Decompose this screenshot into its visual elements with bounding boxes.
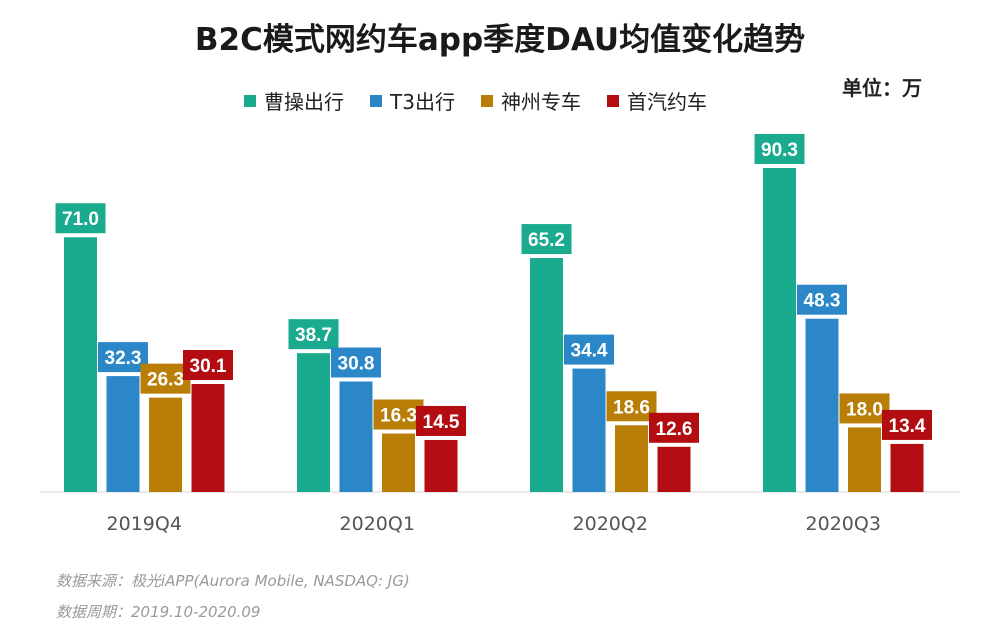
- legend-item-caocao: 曹操出行: [244, 86, 344, 115]
- value-label-box-t3-2019Q4: [98, 342, 148, 373]
- value-label-box-shenzhou-2020Q1: [373, 399, 424, 430]
- value-label-box-caocao-2019Q4: [55, 203, 106, 234]
- value-label-caocao-2020Q3: 90.3: [761, 140, 798, 161]
- data-source-note: 数据来源：极光iAPP(Aurora Mobile, NASDAQ: JG): [56, 572, 410, 590]
- value-label-t3-2019Q4: 32.3: [105, 348, 142, 369]
- value-label-box-t3-2020Q1: [331, 347, 381, 378]
- bar-caocao-2019Q4: [64, 237, 97, 492]
- value-label-shenzhou-2020Q1: 16.3: [380, 406, 417, 427]
- legend: 曹操出行 T3出行 神州专车 首汽约车: [244, 86, 707, 115]
- value-label-box-shouqi-2019Q4: [183, 350, 233, 380]
- value-label-caocao-2019Q4: 71.0: [62, 209, 99, 230]
- value-label-box-caocao-2020Q3: [754, 134, 805, 164]
- legend-label-t3: T3出行: [390, 90, 455, 114]
- bar-shouqi-2019Q4: [191, 384, 225, 492]
- value-label-shouqi-2020Q3: 13.4: [889, 416, 926, 437]
- value-label-shouqi-2019Q4: 30.1: [190, 356, 227, 377]
- bar-t3-2019Q4: [106, 376, 140, 492]
- data-period-note: 数据周期：2019.10-2020.09: [56, 603, 261, 621]
- legend-swatch-caocao: [244, 94, 256, 107]
- unit-label: 单位：万: [842, 76, 922, 100]
- value-label-t3-2020Q2: 34.4: [571, 341, 608, 362]
- x-tick-label-2020Q3: 2020Q3: [806, 513, 881, 535]
- value-label-shenzhou-2020Q3: 18.0: [846, 399, 883, 420]
- value-label-box-shouqi-2020Q3: [882, 409, 932, 440]
- value-label-t3-2020Q3: 48.3: [804, 291, 841, 312]
- x-tick-label-2019Q4: 2019Q4: [107, 513, 182, 535]
- x-tick-label-2020Q2: 2020Q2: [573, 513, 648, 535]
- value-label-t3-2020Q1: 30.8: [338, 353, 375, 374]
- bar-shouqi-2020Q2: [657, 446, 691, 492]
- value-label-shenzhou-2020Q2: 18.6: [613, 397, 650, 418]
- bar-caocao-2020Q1: [297, 353, 330, 492]
- value-label-shenzhou-2019Q4: 26.3: [147, 370, 184, 391]
- legend-label-shenzhou: 神州专车: [500, 90, 581, 114]
- value-label-box-caocao-2020Q2: [521, 224, 572, 255]
- legend-item-t3: T3出行: [370, 86, 455, 115]
- bar-chart: 71.0 32.326.3 30.1 2019Q4 38.7 30.8 16.3 14.5 20…: [40, 134, 960, 535]
- x-tick-label-2020Q1: 2020Q1: [340, 513, 415, 535]
- value-label-box-shouqi-2020Q1: [416, 405, 466, 436]
- value-label-shouqi-2020Q1: 14.5: [423, 412, 460, 433]
- value-label-box-shenzhou-2020Q3: [839, 393, 890, 424]
- bar-t3-2020Q2: [572, 368, 606, 492]
- value-label-box-shenzhou-2019Q4: [140, 363, 191, 394]
- value-label-shouqi-2020Q2: 12.6: [656, 419, 693, 440]
- bar-shenzhou-2020Q3: [848, 427, 881, 492]
- value-label-box-shenzhou-2020Q2: [606, 391, 657, 422]
- legend-label-shouqi: 首汽约车: [626, 90, 707, 114]
- legend-swatch-shouqi: [606, 94, 619, 107]
- value-label-box-shouqi-2020Q2: [649, 412, 699, 443]
- legend-item-shouqi: 首汽约车: [606, 86, 707, 115]
- value-label-box-t3-2020Q2: [564, 334, 614, 365]
- bar-caocao-2020Q3: [763, 168, 796, 492]
- legend-item-shenzhou: 神州专车: [480, 86, 581, 115]
- bar-shouqi-2020Q3: [890, 443, 924, 492]
- bar-shenzhou-2020Q2: [615, 425, 648, 492]
- bar-shouqi-2020Q1: [424, 439, 458, 492]
- legend-swatch-shenzhou: [480, 94, 493, 107]
- legend-swatch-t3: [370, 94, 382, 107]
- bar-t3-2020Q1: [339, 381, 373, 492]
- chart-title: B2C模式网约车app季度DAU均值变化趋势: [194, 22, 806, 58]
- bar-shenzhou-2020Q1: [382, 433, 415, 492]
- bar-t3-2020Q3: [805, 318, 839, 492]
- legend-label-caocao: 曹操出行: [264, 90, 344, 114]
- value-label-caocao-2020Q2: 65.2: [528, 230, 565, 251]
- bar-caocao-2020Q2: [530, 258, 563, 492]
- value-label-box-t3-2020Q3: [797, 284, 847, 315]
- value-label-box-caocao-2020Q1: [288, 319, 339, 350]
- value-label-caocao-2020Q1: 38.7: [295, 325, 332, 346]
- bar-shenzhou-2019Q4: [149, 397, 182, 492]
